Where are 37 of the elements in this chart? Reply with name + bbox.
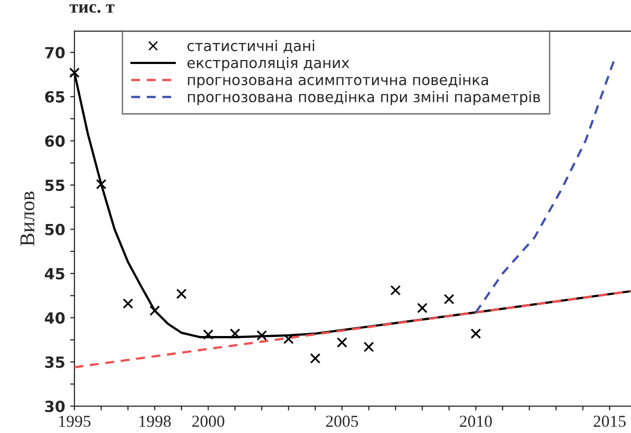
x-tick-label: 2010 <box>460 416 492 427</box>
point <box>470 328 482 339</box>
y-tick-label: 65 <box>45 91 64 103</box>
y-axis-title: Вилов <box>20 192 34 246</box>
point <box>310 353 320 364</box>
point <box>390 285 401 296</box>
point <box>444 294 454 304</box>
x-tick-label: 2000 <box>192 416 224 427</box>
y-tick-label: 50 <box>45 224 65 236</box>
x-tick-label: 2005 <box>326 416 358 427</box>
x-tick-label: 1995 <box>59 416 90 427</box>
y-tick-label: 55 <box>45 180 64 192</box>
y-tick-label: 40 <box>44 312 65 324</box>
text: тис. т <box>70 4 114 13</box>
point <box>203 329 214 340</box>
point <box>256 330 267 341</box>
point <box>150 305 160 316</box>
legend-label: прогнозована асимптотична поведінка <box>188 74 488 88</box>
point <box>122 298 134 309</box>
point <box>176 288 187 300</box>
y-tick-label: 60 <box>45 135 65 147</box>
y-tick-label: 35 <box>45 356 64 368</box>
y-tick-label: 30 <box>45 400 65 412</box>
point <box>230 328 240 339</box>
y-tick-label: 45 <box>44 268 64 280</box>
point <box>417 302 428 314</box>
point <box>364 342 374 352</box>
legend-label: екстраполяція даних <box>187 56 350 72</box>
point <box>96 178 106 190</box>
legend-label: статистичні дані <box>187 40 314 54</box>
point <box>336 337 348 348</box>
point <box>283 334 294 344</box>
y-tick-label: 70 <box>45 46 65 58</box>
legend-label: прогнозована поведінка при зміні параметрів <box>188 91 540 106</box>
x-tick-label: 1998 <box>140 416 171 427</box>
point <box>69 68 80 78</box>
x-tick-label: 2015 <box>594 416 626 427</box>
